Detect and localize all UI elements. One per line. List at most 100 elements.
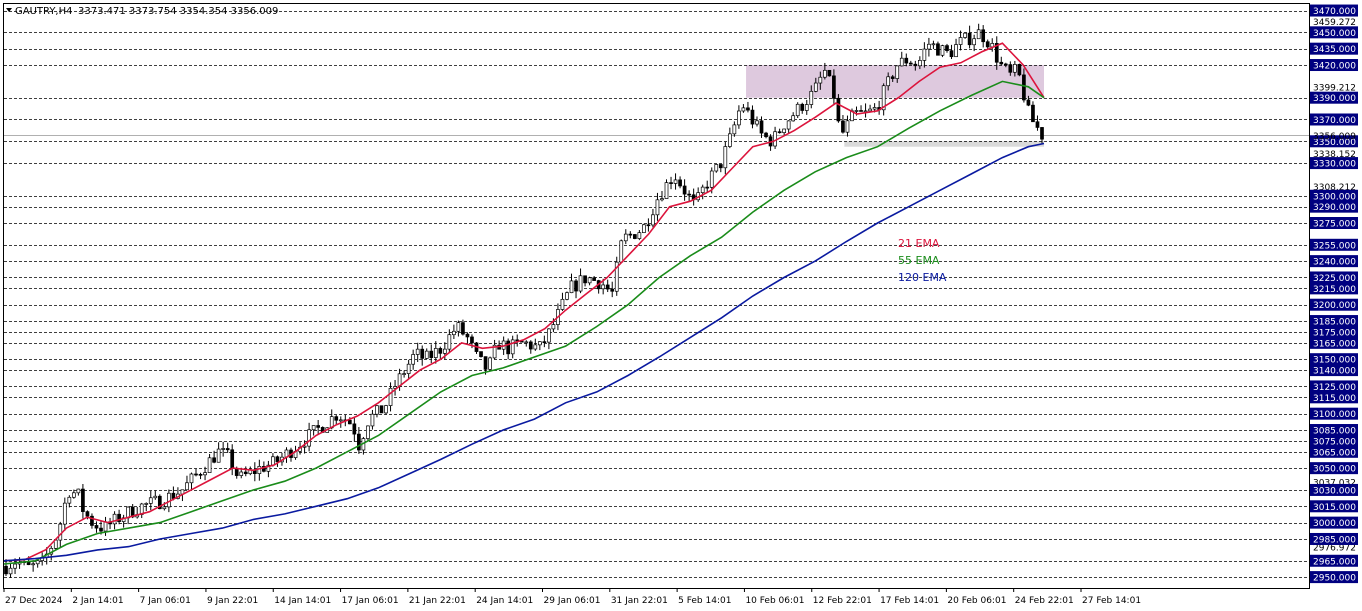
candle xyxy=(433,341,438,364)
candle xyxy=(1003,62,1008,68)
price-tag-bg xyxy=(1310,483,1358,496)
candle xyxy=(705,180,710,193)
candle xyxy=(35,559,40,568)
zone-rect-1 xyxy=(844,141,1044,147)
price-tag-label: 3200.000 xyxy=(1313,301,1356,311)
candle xyxy=(818,71,823,90)
candle xyxy=(795,102,800,119)
candle xyxy=(411,349,416,370)
current-price-label: 3356.009 xyxy=(1313,132,1356,142)
candle xyxy=(243,466,248,477)
candle xyxy=(632,234,637,240)
price-tag-bg xyxy=(1310,391,1358,404)
candle xyxy=(1035,115,1040,131)
candle xyxy=(406,359,411,380)
price-tag-label: 3240.000 xyxy=(1313,258,1356,268)
candle xyxy=(1017,63,1022,77)
candle xyxy=(800,102,805,114)
candle xyxy=(67,495,72,508)
price-tag-bg xyxy=(1310,238,1358,251)
candle xyxy=(302,440,307,454)
price-tag-bg xyxy=(1310,364,1358,377)
candle xyxy=(759,116,764,138)
candle xyxy=(660,191,664,202)
candle xyxy=(940,44,945,58)
price-tag-bg xyxy=(1310,445,1358,458)
candle xyxy=(927,37,931,57)
candle xyxy=(764,131,768,139)
candle xyxy=(565,291,569,301)
plot-border xyxy=(3,3,1310,589)
candle xyxy=(664,179,669,199)
price-tag-bg xyxy=(1310,4,1358,17)
price-extra-label: 3308.212 xyxy=(1313,183,1356,193)
candle xyxy=(804,99,809,115)
legend-entry: 21 EMA xyxy=(898,237,940,250)
candle xyxy=(999,56,1004,66)
candle xyxy=(90,513,94,529)
candle xyxy=(614,256,619,296)
price-tag-bg xyxy=(1310,271,1358,284)
dropdown-triangle-icon[interactable] xyxy=(6,8,12,12)
candle xyxy=(185,475,189,491)
candle xyxy=(642,223,646,234)
price-tag-label: 3030.000 xyxy=(1313,486,1356,496)
price-tag-label: 3150.000 xyxy=(1313,356,1356,366)
candle xyxy=(669,176,673,190)
price-tag-label: 3370.000 xyxy=(1313,116,1356,126)
candle xyxy=(1013,60,1017,77)
price-tag-label: 3450.000 xyxy=(1313,29,1356,39)
candle xyxy=(822,62,827,80)
candle xyxy=(963,32,967,39)
price-tag-label: 2985.000 xyxy=(1313,535,1356,545)
candle xyxy=(352,417,357,442)
price-tag-label: 3185.000 xyxy=(1313,318,1356,328)
candle xyxy=(189,472,194,491)
candle xyxy=(958,30,963,51)
price-tag-label: 3275.000 xyxy=(1313,220,1356,230)
candle xyxy=(31,560,35,572)
candle xyxy=(610,281,615,298)
candle xyxy=(429,344,434,364)
candles-layer xyxy=(4,23,1044,578)
price-tag-bg xyxy=(1310,554,1358,567)
candle xyxy=(605,279,610,293)
time-label: 31 Jan 22:01 xyxy=(611,596,668,606)
price-tag-bg xyxy=(1310,336,1358,349)
price-tag-label: 3300.000 xyxy=(1313,192,1356,202)
price-tag-label: 3350.000 xyxy=(1313,138,1356,148)
candle xyxy=(836,94,841,123)
candle xyxy=(976,23,981,40)
time-label: 7 Jan 06:01 xyxy=(140,596,191,606)
legend-entry: 120 EMA xyxy=(898,271,947,284)
candle xyxy=(506,338,511,360)
level-lines-layer xyxy=(4,11,1309,578)
price-tag-bg xyxy=(1310,532,1358,545)
candle xyxy=(813,77,818,93)
candle xyxy=(266,460,271,478)
candle xyxy=(732,121,737,137)
candle xyxy=(723,141,728,175)
candle xyxy=(637,230,642,241)
candle xyxy=(714,164,719,173)
candle xyxy=(370,409,375,430)
price-tag-bg xyxy=(1310,157,1358,170)
candle xyxy=(461,319,465,336)
price-tag-label: 3140.000 xyxy=(1313,367,1356,377)
candle xyxy=(832,69,836,106)
candle xyxy=(908,60,913,65)
candle xyxy=(954,38,958,58)
price-tag-bg xyxy=(1310,516,1358,529)
price-tag-bg xyxy=(1310,113,1358,126)
candle xyxy=(718,164,723,173)
candle xyxy=(334,415,339,426)
time-label: 27 Dec 2024 xyxy=(5,596,63,606)
time-label: 20 Feb 06:01 xyxy=(947,596,1006,606)
candle xyxy=(981,25,986,48)
price-tag-bg xyxy=(1310,424,1358,437)
price-tag-label: 2950.000 xyxy=(1313,574,1356,584)
candle xyxy=(1040,126,1044,144)
candle xyxy=(524,340,529,347)
candle xyxy=(4,559,8,577)
